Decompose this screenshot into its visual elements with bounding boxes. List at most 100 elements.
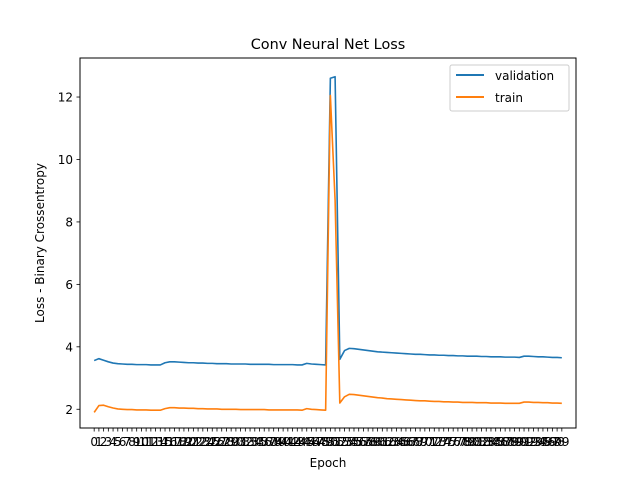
x-tick-label-15: 15 [157, 435, 172, 449]
x-tick-label-20: 20 [181, 435, 196, 449]
x-tick-label-79: 79 [460, 435, 475, 449]
x-tick-label-25: 25 [205, 435, 220, 449]
x-tick-label-63: 63 [384, 435, 399, 449]
x-axis-label: Epoch [310, 456, 347, 470]
x-tick-label-51: 51 [327, 435, 342, 449]
x-tick-label-27: 27 [214, 435, 229, 449]
x-tick-label-54: 54 [342, 435, 357, 449]
x-tick-label-31: 31 [233, 435, 248, 449]
x-tick-label-18: 18 [172, 435, 187, 449]
x-tick-label-58: 58 [361, 435, 376, 449]
x-tick-label-23: 23 [195, 435, 210, 449]
x-tick-label-17: 17 [167, 435, 182, 449]
x-tick-label-62: 62 [379, 435, 394, 449]
legend-label-train: train [495, 91, 523, 105]
x-tick-label-32: 32 [238, 435, 253, 449]
x-tick-label-30: 30 [228, 435, 243, 449]
x-tick-label-12: 12 [143, 435, 158, 449]
x-tick-label-47: 47 [309, 435, 324, 449]
x-tick-label-95: 95 [535, 435, 550, 449]
x-tick-label-13: 13 [148, 435, 163, 449]
x-tick-label-90: 90 [512, 435, 527, 449]
x-tick-label-64: 64 [389, 435, 404, 449]
x-tick-label-5: 5 [114, 435, 122, 449]
x-tick-label-76: 76 [446, 435, 461, 449]
x-tick-label-8: 8 [128, 435, 136, 449]
x-tick-label-52: 52 [332, 435, 347, 449]
x-tick-label-83: 83 [479, 435, 494, 449]
y-axis-label: Loss - Binary Crossentropy [33, 163, 47, 323]
x-tick-label-48: 48 [313, 435, 328, 449]
legend-label-validation: validation [495, 69, 554, 83]
x-tick-label-21: 21 [186, 435, 201, 449]
x-tick-label-35: 35 [252, 435, 267, 449]
x-tick-label-73: 73 [431, 435, 446, 449]
x-tick-label-89: 89 [507, 435, 522, 449]
x-tick-label-53: 53 [337, 435, 352, 449]
x-tick-label-91: 91 [516, 435, 531, 449]
x-tick-label-78: 78 [455, 435, 470, 449]
x-tick-label-71: 71 [422, 435, 437, 449]
chart-title: Conv Neural Net Loss [251, 37, 406, 53]
x-tick-label-67: 67 [403, 435, 418, 449]
series-layer [93, 75, 562, 413]
x-tick-label-0: 0 [90, 435, 98, 449]
x-tick-label-82: 82 [474, 435, 489, 449]
x-axis-ticks: 0123456789101112131415161718192021222324… [90, 428, 569, 449]
x-tick-label-98: 98 [549, 435, 564, 449]
x-tick-label-74: 74 [436, 435, 451, 449]
legend: validation train [449, 64, 570, 112]
plot-frame [79, 57, 577, 429]
x-tick-label-59: 59 [365, 435, 380, 449]
x-tick-label-22: 22 [190, 435, 205, 449]
x-tick-label-65: 65 [394, 435, 409, 449]
x-tick-label-60: 60 [370, 435, 385, 449]
x-tick-label-40: 40 [275, 435, 290, 449]
x-tick-label-29: 29 [224, 435, 239, 449]
x-tick-label-84: 84 [483, 435, 498, 449]
x-tick-label-93: 93 [526, 435, 541, 449]
x-tick-label-99: 99 [554, 435, 569, 449]
x-tick-label-68: 68 [408, 435, 423, 449]
x-tick-label-3: 3 [105, 435, 113, 449]
x-tick-label-10: 10 [134, 435, 149, 449]
y-tick-label-8: 8 [65, 215, 73, 229]
x-tick-label-85: 85 [488, 435, 503, 449]
x-tick-label-11: 11 [138, 435, 153, 449]
x-tick-label-92: 92 [521, 435, 536, 449]
x-tick-label-16: 16 [162, 435, 177, 449]
x-tick-label-43: 43 [290, 435, 305, 449]
x-tick-label-7: 7 [123, 435, 131, 449]
x-tick-label-61: 61 [375, 435, 390, 449]
x-tick-label-4: 4 [109, 435, 117, 449]
x-tick-label-57: 57 [356, 435, 371, 449]
x-tick-label-70: 70 [417, 435, 432, 449]
x-tick-label-77: 77 [450, 435, 465, 449]
x-tick-label-50: 50 [323, 435, 338, 449]
y-tick-label-10: 10 [58, 153, 73, 167]
x-tick-label-42: 42 [285, 435, 300, 449]
y-tick-label-6: 6 [65, 278, 73, 292]
x-tick-label-39: 39 [271, 435, 286, 449]
x-tick-label-80: 80 [464, 435, 479, 449]
x-tick-label-97: 97 [545, 435, 560, 449]
x-tick-label-49: 49 [318, 435, 333, 449]
x-tick-label-37: 37 [261, 435, 276, 449]
x-tick-label-72: 72 [427, 435, 442, 449]
series-line-train [93, 94, 562, 413]
x-tick-label-88: 88 [502, 435, 517, 449]
x-tick-label-81: 81 [469, 435, 484, 449]
x-tick-label-55: 55 [346, 435, 361, 449]
x-tick-label-87: 87 [498, 435, 513, 449]
x-tick-label-26: 26 [209, 435, 224, 449]
x-tick-label-66: 66 [398, 435, 413, 449]
x-tick-label-75: 75 [441, 435, 456, 449]
x-tick-label-94: 94 [531, 435, 546, 449]
x-tick-label-44: 44 [294, 435, 309, 449]
x-tick-label-14: 14 [153, 435, 168, 449]
x-tick-label-9: 9 [133, 435, 141, 449]
y-axis-ticks: 2 4 6 8 10 12 [58, 91, 80, 417]
x-tick-label-33: 33 [242, 435, 257, 449]
